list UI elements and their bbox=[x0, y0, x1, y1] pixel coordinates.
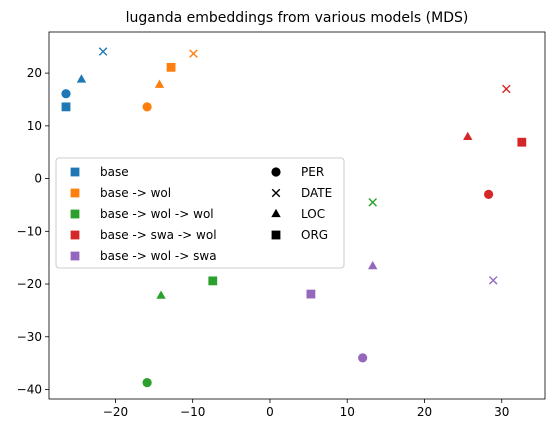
legend-box bbox=[55, 157, 345, 269]
legend-swatch bbox=[70, 209, 80, 219]
legend-label: LOC bbox=[301, 207, 325, 221]
data-point bbox=[189, 49, 198, 58]
legend-label: base -> wol -> wol bbox=[100, 207, 214, 221]
legend-label: base -> swa -> wol bbox=[100, 228, 217, 242]
y-tick-label: 0 bbox=[34, 172, 42, 186]
legend-marker-triangle bbox=[271, 208, 281, 218]
y-tick-label: −30 bbox=[17, 330, 42, 344]
legend-label: base -> wol -> swa bbox=[100, 249, 217, 263]
legend-swatch bbox=[70, 251, 80, 261]
legend-item-series: base -> wol -> wol bbox=[70, 207, 214, 221]
data-point bbox=[517, 137, 527, 147]
legend: base base -> wol base -> wol -> wol base ->… bbox=[55, 157, 345, 269]
legend-item-series: base -> wol bbox=[70, 186, 171, 200]
data-point bbox=[166, 62, 176, 72]
chart-title: luganda embeddings from various models (… bbox=[126, 10, 469, 26]
x-tick-label: 0 bbox=[266, 405, 274, 419]
data-point bbox=[502, 84, 511, 94]
data-point bbox=[484, 189, 494, 200]
data-point bbox=[208, 276, 218, 286]
data-point bbox=[98, 47, 108, 56]
data-point bbox=[306, 289, 316, 299]
data-point bbox=[61, 89, 71, 99]
data-point bbox=[76, 74, 87, 83]
y-tick-label: −10 bbox=[17, 224, 42, 238]
data-points bbox=[61, 47, 527, 388]
legend-marker-x bbox=[271, 188, 281, 198]
data-point bbox=[463, 131, 473, 141]
x-tick-label: 10 bbox=[340, 405, 355, 419]
legend-item-marker: PER bbox=[271, 165, 324, 179]
legend-swatch bbox=[70, 188, 80, 198]
data-point bbox=[368, 260, 378, 270]
x-tick-label: −20 bbox=[103, 405, 128, 419]
data-point bbox=[142, 102, 152, 112]
legend-swatch bbox=[70, 167, 80, 177]
data-point bbox=[488, 276, 498, 285]
x-tick-label: 30 bbox=[494, 405, 509, 419]
legend-item-marker: LOC bbox=[271, 207, 325, 221]
legend-label: base -> wol bbox=[100, 186, 171, 200]
y-tick-label: 20 bbox=[27, 66, 42, 80]
x-tick-label: 20 bbox=[417, 405, 432, 419]
legend-marker-circle bbox=[271, 167, 281, 177]
legend-item-marker: ORG bbox=[271, 228, 328, 242]
y-tick-label: 10 bbox=[27, 119, 42, 133]
legend-item-series: base bbox=[70, 165, 129, 179]
data-point bbox=[154, 79, 165, 88]
x-tick-label: −10 bbox=[180, 405, 205, 419]
data-point bbox=[142, 378, 152, 388]
plot-area bbox=[48, 31, 546, 400]
data-point bbox=[156, 290, 166, 299]
data-point bbox=[358, 353, 368, 363]
data-point bbox=[368, 198, 378, 207]
legend-item-marker: DATE bbox=[271, 186, 332, 200]
y-tick-label: −20 bbox=[17, 277, 42, 291]
data-point bbox=[61, 102, 71, 112]
legend-item-series: base -> swa -> wol bbox=[70, 228, 217, 242]
legend-label: PER bbox=[301, 165, 324, 179]
legend-label: DATE bbox=[301, 186, 332, 200]
legend-swatch bbox=[70, 230, 80, 240]
legend-item-series: base -> wol -> swa bbox=[70, 249, 217, 263]
y-tick-label: −40 bbox=[17, 383, 42, 397]
y-axis: −40 −30 −20 −10 0 10 20 bbox=[17, 66, 49, 397]
legend-label: base bbox=[100, 165, 129, 179]
x-axis: −20 −10 0 10 20 30 bbox=[103, 399, 509, 419]
legend-label: ORG bbox=[301, 228, 328, 242]
legend-marker-square bbox=[271, 230, 281, 240]
